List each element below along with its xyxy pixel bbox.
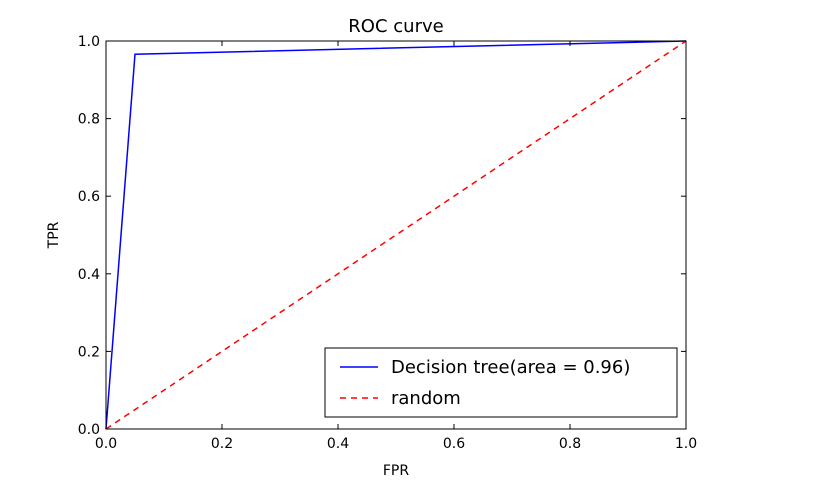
plot-series xyxy=(105,40,687,430)
y-tick-label: 0.8 xyxy=(78,112,100,128)
y-tick-label: 0.4 xyxy=(78,267,100,283)
chart-title: ROC curve xyxy=(348,16,443,37)
x-tick-label: 0.4 xyxy=(327,436,349,452)
y-axis-ticks: 0.0 0.2 0.4 0.6 0.8 1.0 xyxy=(78,34,686,438)
x-axis-label: FPR xyxy=(383,463,409,479)
legend-label-decision-tree: Decision tree(area = 0.96) xyxy=(391,357,630,378)
y-tick-label: 1.0 xyxy=(78,34,100,50)
x-tick-label: 1.0 xyxy=(675,436,697,452)
legend-label-random: random xyxy=(391,388,461,409)
y-axis-label: TPR xyxy=(46,221,62,249)
y-tick-label: 0.2 xyxy=(78,344,100,360)
legend: Decision tree(area = 0.96) random xyxy=(324,347,678,418)
series-line-0 xyxy=(105,40,687,430)
x-tick-label: 0.0 xyxy=(95,436,117,452)
y-tick-label: 0.6 xyxy=(78,189,100,205)
legend-box xyxy=(324,347,678,418)
x-tick-label: 0.8 xyxy=(559,436,581,452)
plot-frame xyxy=(105,40,687,430)
y-tick-label: 0.0 xyxy=(78,422,100,438)
x-tick-label: 0.2 xyxy=(211,436,233,452)
x-tick-label: 0.6 xyxy=(443,436,465,452)
x-axis-ticks: 0.0 0.2 0.4 0.6 0.8 1.0 xyxy=(95,41,697,452)
